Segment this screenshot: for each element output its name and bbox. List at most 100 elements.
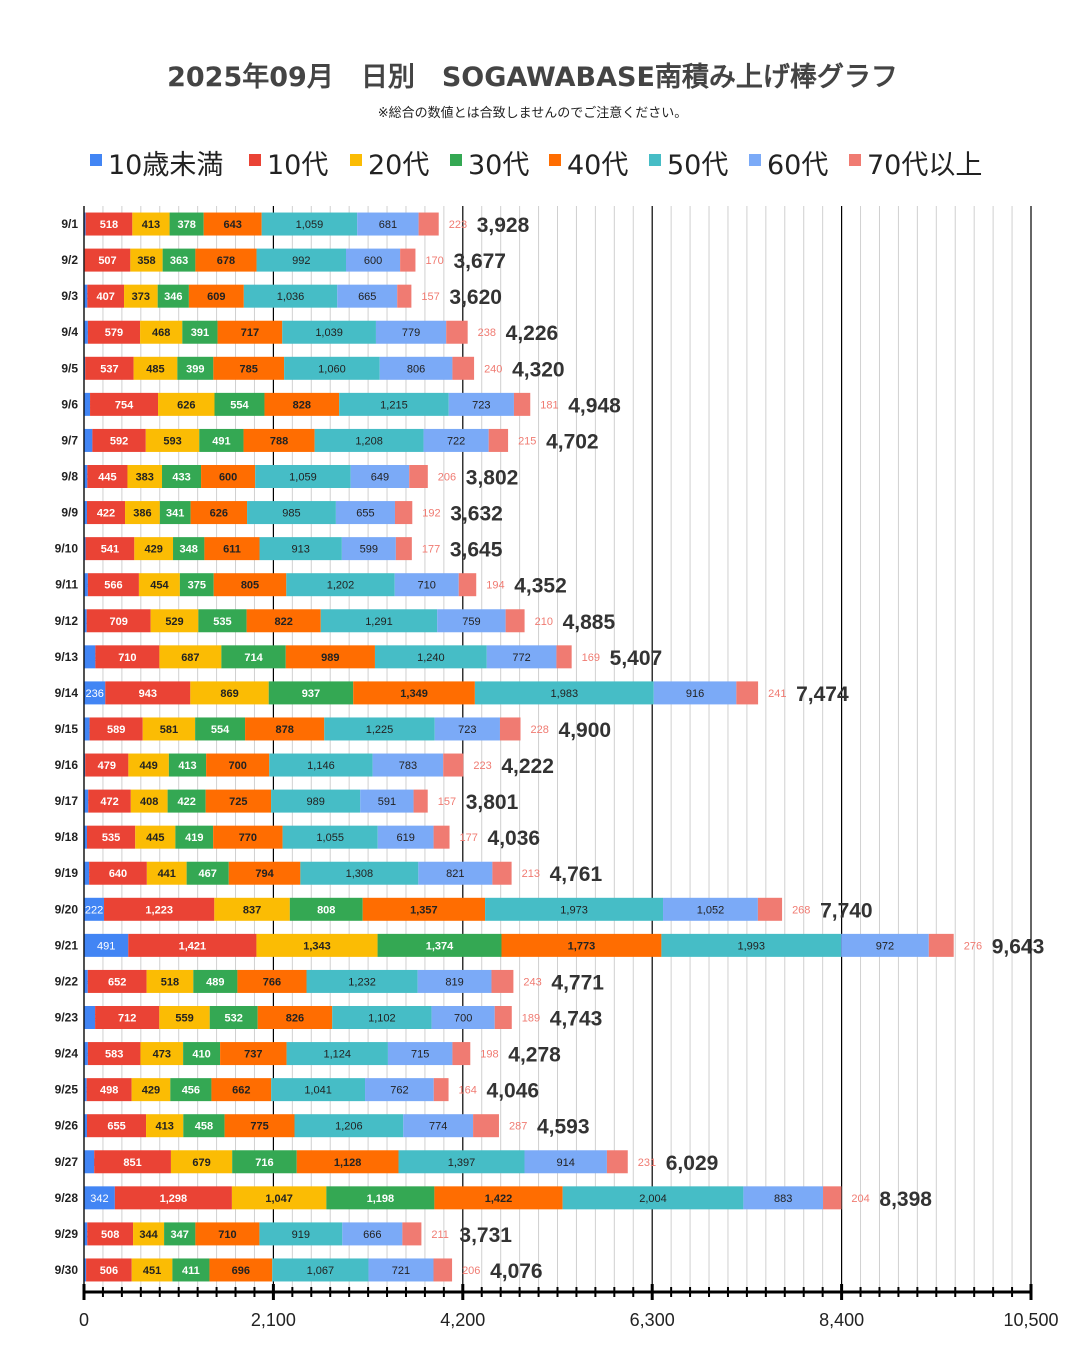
bar-segment xyxy=(158,392,215,416)
data-label: 454 xyxy=(150,580,169,592)
data-label: 407 xyxy=(97,291,115,303)
bar-segment xyxy=(499,717,521,741)
total-label: 4,076 xyxy=(490,1260,543,1283)
bar-segment xyxy=(124,284,158,308)
legend-swatch xyxy=(549,154,561,166)
bar-segment xyxy=(84,789,89,813)
bar-segment xyxy=(221,645,286,669)
total-label: 5,407 xyxy=(610,647,663,670)
data-label: 826 xyxy=(286,1013,304,1025)
data-label: 989 xyxy=(306,796,324,808)
data-label: 609 xyxy=(207,291,225,303)
bar-segment xyxy=(247,501,336,525)
data-label: 723 xyxy=(472,399,490,411)
bar-segment xyxy=(434,1186,563,1210)
bar-segment xyxy=(84,861,90,885)
data-label: 170 xyxy=(425,255,443,267)
data-label: 779 xyxy=(402,327,420,339)
data-label: 600 xyxy=(219,472,237,484)
bar-segment xyxy=(172,1258,210,1282)
total-label: 7,474 xyxy=(796,683,849,706)
data-label: 535 xyxy=(213,616,231,628)
bar-segment xyxy=(661,933,842,957)
bar-segment xyxy=(146,969,194,993)
bar-segment xyxy=(198,609,247,633)
category-label: 9/11 xyxy=(55,578,78,592)
data-label: 943 xyxy=(139,688,157,700)
legend-swatch xyxy=(749,154,761,166)
bar-segment xyxy=(87,320,141,344)
data-label: 236 xyxy=(85,688,103,700)
bar-segment xyxy=(350,465,410,488)
bar-segment xyxy=(162,465,202,488)
bar-segment xyxy=(193,969,238,993)
data-label: 419 xyxy=(185,832,203,844)
data-label: 508 xyxy=(101,1229,119,1241)
bar-segment xyxy=(186,861,229,885)
data-label: 413 xyxy=(155,1121,173,1133)
data-label: 1,060 xyxy=(318,363,346,375)
bar-segment xyxy=(360,789,414,813)
data-label: 375 xyxy=(188,580,206,592)
data-label: 1,422 xyxy=(485,1193,513,1205)
bar-segment xyxy=(87,573,139,597)
bar-segment xyxy=(505,609,525,633)
data-label: 467 xyxy=(199,868,217,880)
x-tick-label: 8,400 xyxy=(819,1310,864,1330)
data-label: 717 xyxy=(241,327,259,339)
bar-segment xyxy=(125,501,160,525)
bar-segment xyxy=(452,356,475,380)
data-label: 479 xyxy=(98,760,116,772)
data-label: 206 xyxy=(462,1265,480,1277)
data-label: 344 xyxy=(139,1229,158,1241)
bar-segment xyxy=(437,609,506,633)
data-label: 422 xyxy=(177,796,195,808)
bar-segment xyxy=(130,789,168,813)
data-label: 198 xyxy=(480,1049,498,1061)
data-label: 240 xyxy=(484,363,502,375)
bar-segment xyxy=(261,212,358,236)
data-label: 449 xyxy=(139,760,157,772)
total-label: 4,320 xyxy=(512,358,565,381)
legend-label: 50代 xyxy=(667,150,729,181)
category-label: 9/20 xyxy=(55,902,79,916)
bar-segment xyxy=(84,320,88,344)
data-label: 1,773 xyxy=(568,940,596,952)
bar-segment xyxy=(203,212,262,236)
data-label: 383 xyxy=(136,472,154,484)
bar-segment xyxy=(89,861,147,885)
bar-segment xyxy=(743,1186,824,1210)
data-label: 169 xyxy=(582,652,600,664)
bar-segment xyxy=(486,645,557,669)
data-label: 206 xyxy=(438,472,456,484)
data-label: 1,128 xyxy=(334,1157,362,1169)
legend-label: 30代 xyxy=(468,150,530,181)
data-label: 238 xyxy=(478,327,496,339)
data-label: 679 xyxy=(192,1157,210,1169)
bar-segment xyxy=(84,969,88,993)
bar-segment xyxy=(513,392,531,416)
data-label: 429 xyxy=(144,544,162,556)
x-tick-label: 2,100 xyxy=(251,1310,296,1330)
data-label: 1,208 xyxy=(355,435,383,447)
data-label: 805 xyxy=(241,580,259,592)
category-label: 9/5 xyxy=(61,361,78,375)
total-label: 4,743 xyxy=(550,1008,603,1031)
bar-segment xyxy=(157,284,189,308)
data-label: 518 xyxy=(100,219,118,231)
data-label: 223 xyxy=(449,219,467,231)
category-label: 9/7 xyxy=(61,433,78,447)
bar-segment xyxy=(86,1114,147,1138)
legend-label: 20代 xyxy=(368,150,430,181)
bar-segment xyxy=(92,428,146,452)
bar-segment xyxy=(134,537,174,561)
legend-label: 10代 xyxy=(267,150,329,181)
data-label: 821 xyxy=(446,868,464,880)
data-label: 883 xyxy=(774,1193,792,1205)
bar-segment xyxy=(320,609,438,633)
bar-segment xyxy=(365,1078,434,1102)
category-label: 9/29 xyxy=(55,1227,79,1241)
bar-segment xyxy=(169,212,204,236)
total-label: 4,226 xyxy=(506,322,559,345)
bar-segment xyxy=(271,789,361,813)
